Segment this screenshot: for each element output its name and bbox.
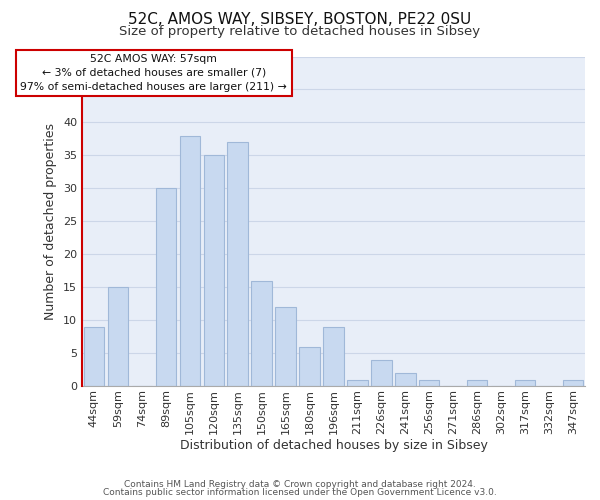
Bar <box>371 360 392 386</box>
Bar <box>395 373 416 386</box>
Text: Contains public sector information licensed under the Open Government Licence v3: Contains public sector information licen… <box>103 488 497 497</box>
Bar <box>299 346 320 386</box>
Bar <box>323 327 344 386</box>
Bar <box>515 380 535 386</box>
X-axis label: Distribution of detached houses by size in Sibsey: Distribution of detached houses by size … <box>179 440 487 452</box>
Bar <box>251 280 272 386</box>
Bar <box>347 380 368 386</box>
Bar <box>275 307 296 386</box>
Bar <box>563 380 583 386</box>
Y-axis label: Number of detached properties: Number of detached properties <box>44 123 58 320</box>
Text: Contains HM Land Registry data © Crown copyright and database right 2024.: Contains HM Land Registry data © Crown c… <box>124 480 476 489</box>
Bar <box>107 288 128 386</box>
Text: Size of property relative to detached houses in Sibsey: Size of property relative to detached ho… <box>119 25 481 38</box>
Bar <box>419 380 439 386</box>
Bar <box>467 380 487 386</box>
Text: 52C, AMOS WAY, SIBSEY, BOSTON, PE22 0SU: 52C, AMOS WAY, SIBSEY, BOSTON, PE22 0SU <box>128 12 472 28</box>
Bar <box>179 136 200 386</box>
Bar <box>227 142 248 386</box>
Bar <box>84 327 104 386</box>
Bar <box>155 188 176 386</box>
Bar <box>203 156 224 386</box>
Text: 52C AMOS WAY: 57sqm
← 3% of detached houses are smaller (7)
97% of semi-detached: 52C AMOS WAY: 57sqm ← 3% of detached hou… <box>20 54 287 92</box>
